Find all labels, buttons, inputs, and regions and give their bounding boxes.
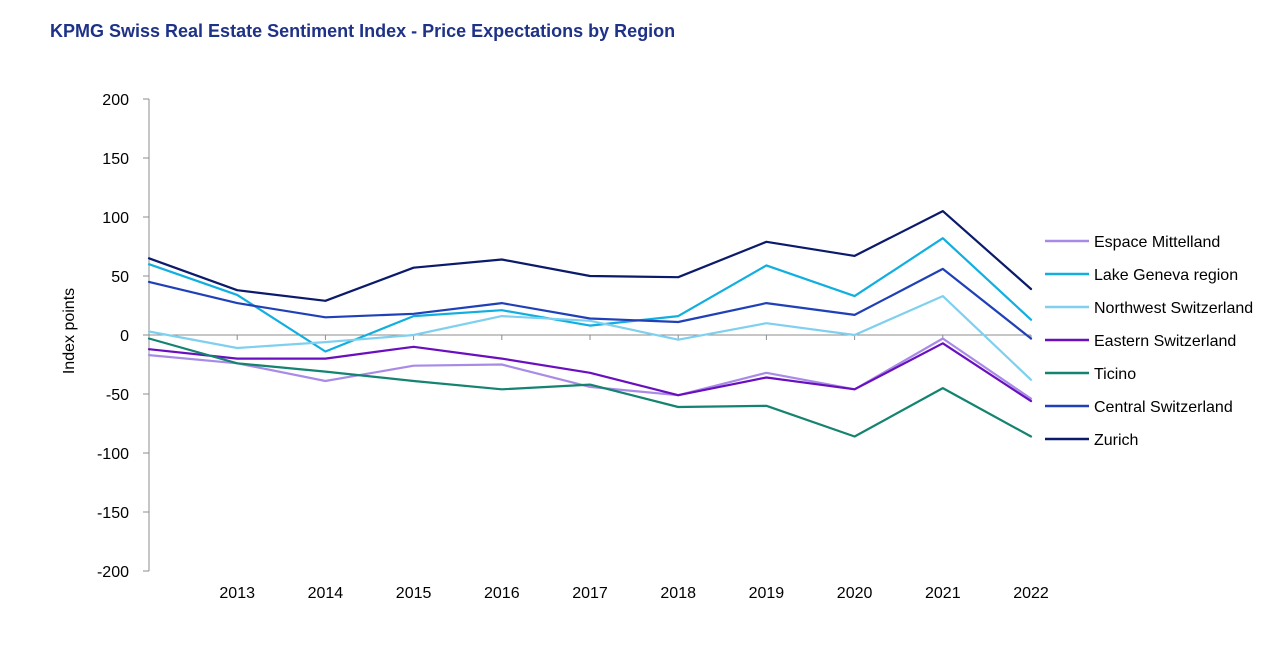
series-line-central-switzerland [147, 267, 1033, 340]
legend-label: Espace Mittelland [1094, 234, 1220, 251]
series-line-eastern-switzerland [147, 342, 1033, 403]
y-tick-label: 150 [102, 151, 129, 168]
x-tick-label: 2021 [925, 585, 961, 602]
y-tick-label: -50 [106, 387, 129, 404]
x-tick-label: 2015 [396, 585, 432, 602]
y-tick-label: 50 [111, 269, 129, 286]
x-tick-label: 2013 [219, 585, 255, 602]
series-line-northwest-switzerland [147, 295, 1033, 381]
legend-label: Ticino [1094, 366, 1136, 383]
y-tick-label: 200 [102, 92, 129, 109]
series-line-zurich [147, 210, 1033, 302]
x-tick-label: 2014 [308, 585, 344, 602]
axes: 200 150 100 50 0 -50 -100 -150 -200 2013 2014 2015 2… [97, 92, 1049, 602]
series-line-espace-mittelland [147, 337, 1033, 400]
y-tick-label: -100 [97, 446, 129, 463]
series-lines [147, 210, 1033, 438]
x-tick-label: 2020 [837, 585, 873, 602]
chart-title: KPMG Swiss Real Estate Sentiment Index -… [50, 21, 676, 41]
y-tick-label: -150 [97, 505, 129, 522]
x-tick-label: 2016 [484, 585, 520, 602]
x-tick-label: 2019 [749, 585, 785, 602]
y-tick-label: 0 [120, 328, 129, 345]
legend: Espace Mittelland Lake Geneva region North… [1045, 234, 1253, 449]
legend-label: Northwest Switzerland [1094, 300, 1253, 317]
legend-label: Eastern Switzerland [1094, 333, 1236, 350]
legend-label: Zurich [1094, 432, 1138, 449]
series-line-lake-geneva-region [147, 237, 1033, 353]
y-tick-label: 100 [102, 210, 129, 227]
y-axis-label: Index points [61, 288, 78, 374]
x-tick-label: 2018 [660, 585, 696, 602]
legend-label: Central Switzerland [1094, 399, 1233, 416]
series-line-ticino [147, 337, 1033, 438]
x-tick-label: 2022 [1013, 585, 1049, 602]
x-tick-label: 2017 [572, 585, 608, 602]
legend-label: Lake Geneva region [1094, 267, 1238, 284]
y-tick-label: -200 [97, 564, 129, 581]
